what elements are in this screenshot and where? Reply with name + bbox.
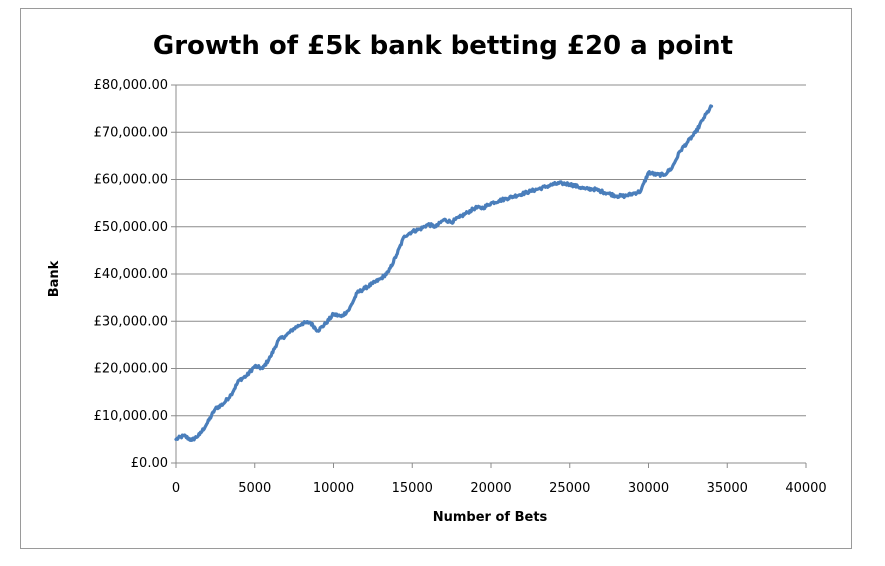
grid-lines — [176, 84, 806, 417]
chart-frame: Growth of £5k bank betting £20 a point £… — [20, 8, 852, 549]
y-tick-label: £30,000.00 — [94, 314, 168, 329]
x-tick-label: 35000 — [707, 481, 748, 496]
y-tick-label: £40,000.00 — [94, 267, 168, 282]
series-line-bank — [174, 104, 714, 442]
x-tick-label: 15000 — [392, 481, 433, 496]
x-tick-label: 25000 — [549, 481, 590, 496]
x-tick-label: 0 — [172, 481, 180, 496]
x-tick-label: 5000 — [238, 481, 271, 496]
x-tick-label: 20000 — [470, 481, 511, 496]
x-axis-label: Number of Bets — [433, 510, 548, 525]
x-tick-labels: 0 5000 10000 15000 20000 25000 30000 35000 40000 — [172, 481, 827, 496]
x-tick-label: 30000 — [628, 481, 669, 496]
y-tick-label: £70,000.00 — [94, 125, 168, 140]
series-layer — [174, 104, 714, 442]
y-tick-label: £0.00 — [131, 456, 168, 471]
y-tick-label: £10,000.00 — [94, 409, 168, 424]
y-tick-label: £60,000.00 — [94, 173, 168, 188]
x-tick-label: 40000 — [785, 481, 826, 496]
y-tick-label: £20,000.00 — [94, 362, 168, 377]
axes — [171, 84, 807, 468]
y-tick-labels: £0.00 £10,000.00 £20,000.00 £30,000.00 £40,0… — [94, 78, 168, 471]
line-chart: Growth of £5k bank betting £20 a point £… — [47, 31, 827, 525]
y-tick-label: £50,000.00 — [94, 220, 168, 235]
x-tick-label: 10000 — [313, 481, 354, 496]
chart-title: Growth of £5k bank betting £20 a point — [153, 31, 733, 61]
y-axis-label: Bank — [47, 260, 62, 297]
y-tick-label: £80,000.00 — [94, 78, 168, 93]
